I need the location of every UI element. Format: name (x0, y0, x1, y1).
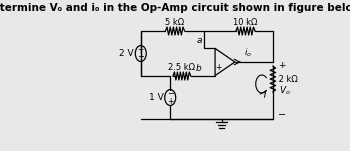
Text: 10 kΩ: 10 kΩ (233, 18, 258, 27)
Text: +: + (138, 45, 144, 55)
Text: 2.5 kΩ: 2.5 kΩ (168, 63, 195, 72)
Text: 1 V: 1 V (149, 93, 163, 102)
Text: $i_o$: $i_o$ (244, 47, 253, 59)
Text: −: − (278, 110, 286, 120)
Text: 5 kΩ: 5 kΩ (166, 18, 184, 27)
Text: a: a (196, 36, 202, 45)
Text: +: + (278, 61, 285, 71)
Text: +: + (167, 96, 173, 106)
Text: −: − (137, 53, 144, 61)
Text: 2 V: 2 V (119, 49, 134, 58)
Text: b: b (196, 64, 202, 73)
Text: −: − (167, 90, 174, 98)
Text: $V_o$: $V_o$ (279, 84, 291, 97)
Text: +: + (215, 63, 222, 72)
Text: 2 kΩ: 2 kΩ (275, 74, 297, 84)
Text: Determine V₀ and i₀ in the Op-Amp circuit shown in figure below.: Determine V₀ and i₀ in the Op-Amp circui… (0, 3, 350, 13)
